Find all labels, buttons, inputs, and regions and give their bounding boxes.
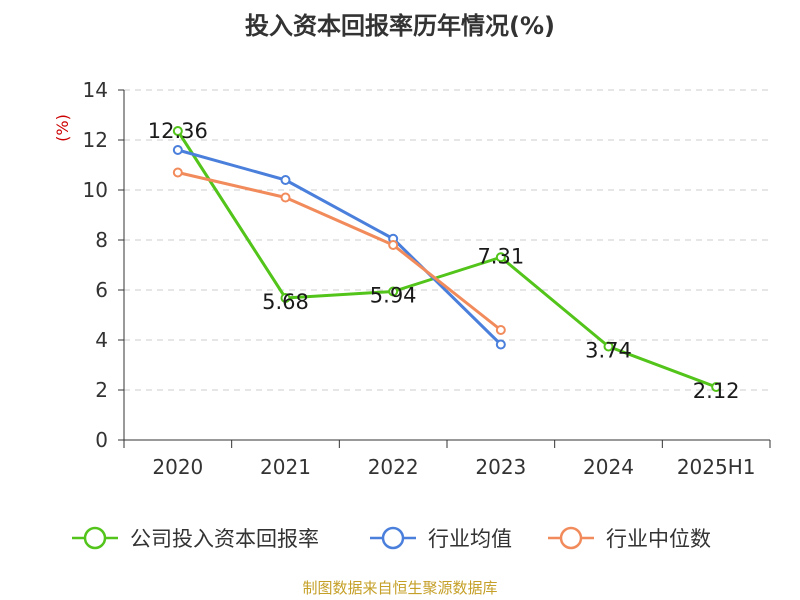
legend-marker-1 [381, 526, 405, 550]
data-label: 7.31 [477, 244, 524, 268]
data-point [280, 175, 291, 185]
axes: 0 2 4 6 8 10 12 14 (%) 2020 2021 2022 2023 2024 2025H1 [53, 78, 771, 479]
y-tick-label: 12 [83, 128, 108, 152]
data-point [495, 325, 506, 335]
series-line-2 [177, 171, 502, 332]
x-tick-label: 2023 [475, 455, 526, 479]
y-tick-label: 6 [95, 278, 108, 302]
data-point [172, 145, 183, 155]
data-label: 3.74 [585, 339, 632, 363]
x-tick-label: 2021 [260, 455, 311, 479]
y-tick-label: 4 [95, 328, 108, 352]
legend-marker-2 [559, 526, 583, 550]
data-point [495, 252, 506, 263]
legend-label-1: 行业均值 [428, 527, 512, 551]
series-line-1 [177, 148, 502, 346]
data-point [711, 382, 722, 392]
x-tick-label: 2024 [583, 455, 634, 479]
series-line-0 [176, 130, 717, 389]
data-point [280, 192, 291, 203]
x-tick-label: 2022 [368, 455, 419, 479]
y-tick-label: 10 [83, 178, 108, 202]
x-tick-label: 2020 [152, 455, 203, 479]
legend-label-0: 公司投入资本回报率 [130, 527, 319, 551]
y-tick-label: 8 [95, 228, 108, 252]
grid-lines [124, 89, 770, 391]
data-point [172, 126, 183, 136]
data-label: 5.68 [262, 290, 309, 314]
data-point [388, 240, 399, 250]
data-point [603, 341, 614, 352]
data-labels: 12.36 5.68 5.94 7.31 3.74 2.12 [148, 119, 740, 403]
data-label: 12.36 [148, 119, 208, 143]
data-label: 5.94 [370, 284, 417, 308]
legend-label-2: 行业中位数 [606, 527, 711, 551]
legend: 公司投入资本回报率 行业均值 行业中位数 [72, 526, 711, 551]
legend-marker-0 [83, 526, 107, 550]
data-label: 2.12 [693, 379, 740, 403]
y-unit-label: (%) [53, 114, 72, 142]
data-point [280, 293, 291, 303]
x-tick-label: 2025H1 [677, 455, 756, 479]
data-point [388, 286, 399, 297]
y-tick-label: 2 [95, 378, 108, 402]
y-tick-label: 14 [83, 78, 108, 102]
chart-title: 投入资本回报率历年情况(%) [245, 12, 555, 40]
data-point [495, 339, 506, 350]
y-tick-label: 0 [95, 428, 108, 452]
series-lines [172, 126, 722, 392]
source-note: 制图数据来自恒生聚源数据库 [302, 579, 498, 597]
data-point [172, 167, 183, 178]
